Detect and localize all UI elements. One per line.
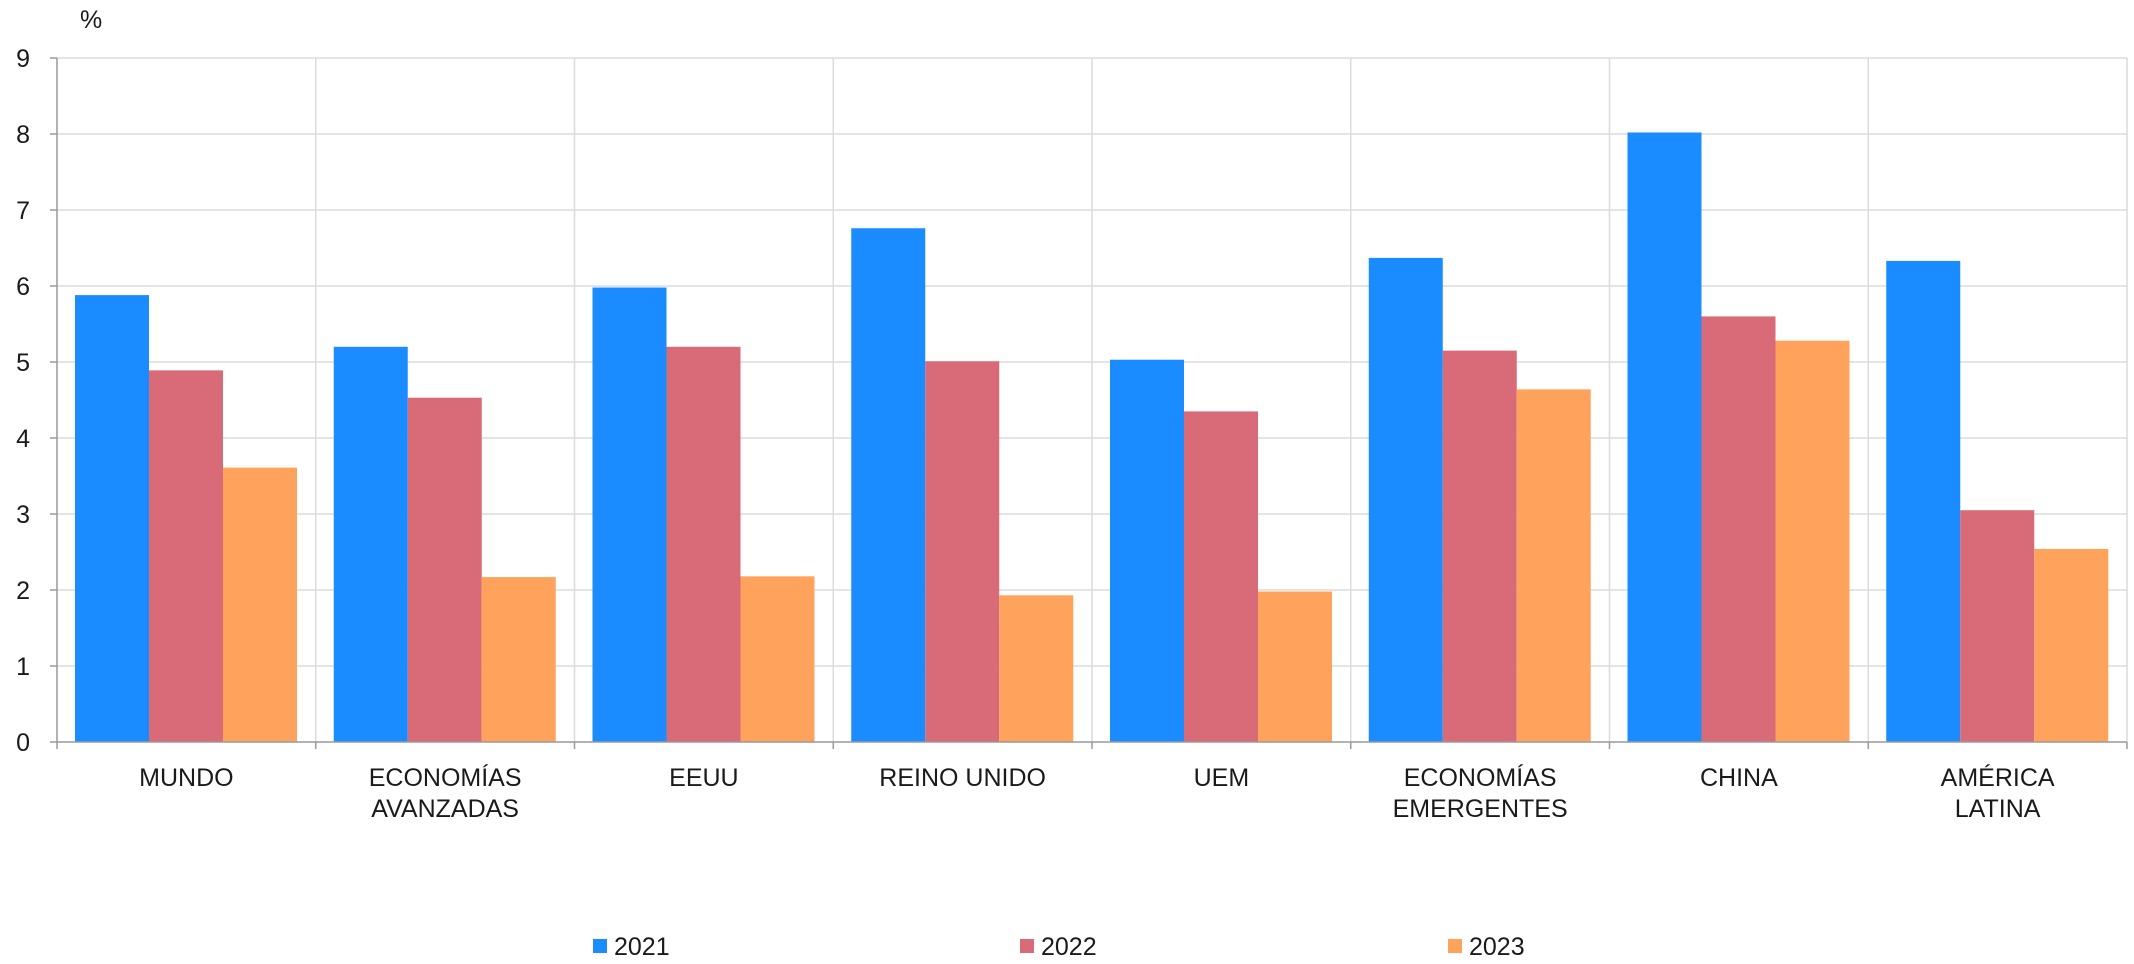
bar-2021-6	[1627, 132, 1702, 743]
bar-2022-0	[149, 370, 223, 742]
bar-2021-7	[1886, 260, 1961, 742]
bar-2023-5	[1516, 389, 1591, 742]
bar-2023-3	[999, 595, 1074, 742]
y-tick-label: 3	[16, 501, 30, 529]
x-tick-label-line: MUNDO	[139, 764, 233, 792]
y-tick-label: 7	[16, 197, 30, 225]
x-tick-label-line: AMÉRICA	[1941, 763, 2055, 792]
bar-2021-2	[592, 287, 667, 742]
x-tick-label-line: UEM	[1194, 764, 1250, 792]
bar-2022-4	[1184, 411, 1258, 742]
x-tick-label: CHINA	[1700, 764, 1778, 792]
x-tick-label: EEUU	[669, 764, 738, 792]
legend: 2021 2022 2023	[593, 933, 1525, 961]
x-tick-label: ECONOMÍAS EMERGENTES	[1393, 763, 1568, 823]
x-tick-label-line: LATINA	[1955, 795, 2041, 823]
x-tick-label-line: CHINA	[1700, 764, 1778, 792]
x-tick-label-line: EEUU	[669, 764, 738, 792]
legend-label-2021: 2021	[614, 933, 670, 959]
bar-2022-6	[1701, 316, 1776, 742]
x-tick-label: MUNDO	[139, 764, 233, 792]
bar-2023-1	[481, 577, 556, 742]
y-tick-label: 0	[16, 729, 30, 757]
y-tick-label: 8	[16, 121, 30, 149]
bars-layer	[75, 132, 2109, 743]
bar-2023-0	[223, 467, 297, 742]
bar-2022-7	[1960, 510, 2035, 742]
bar-2022-2	[666, 346, 741, 742]
x-tick-label-line: ECONOMÍAS	[1404, 763, 1557, 792]
bar-2022-5	[1442, 350, 1517, 742]
x-tick-label: AMÉRICA LATINA	[1941, 763, 2055, 823]
x-tick-label-line: ECONOMÍAS	[369, 763, 522, 792]
bar-2021-3	[851, 228, 926, 743]
y-tick-label: 2	[16, 577, 30, 605]
axis-layer: % 0 1 2 3 4 5 6 7 8 9	[16, 6, 2128, 757]
y-tick-label: 4	[16, 425, 30, 453]
y-tick-label: 9	[16, 45, 30, 73]
legend-label-2022: 2022	[1041, 933, 1097, 959]
y-tick-label: 1	[16, 653, 30, 681]
bar-2023-6	[1775, 340, 1850, 742]
x-tick-label-line: AVANZADAS	[371, 795, 519, 823]
x-tick-label-line: REINO UNIDO	[879, 764, 1046, 792]
bar-2021-5	[1368, 257, 1443, 742]
y-axis-unit-label: %	[80, 6, 102, 34]
bar-2023-2	[740, 576, 815, 742]
legend-swatch-2021	[593, 939, 607, 953]
x-tick-label: REINO UNIDO	[879, 764, 1046, 792]
bar-2021-1	[333, 346, 408, 742]
legend-label-2023: 2023	[1469, 933, 1525, 959]
bar-2023-4	[1258, 591, 1332, 742]
bar-2022-1	[407, 397, 482, 742]
x-tick-label-line: EMERGENTES	[1393, 795, 1568, 823]
x-tick-labels: MUNDO ECONOMÍAS AVANZADAS EEUU REINO UNIDO UE…	[139, 763, 2055, 823]
y-tick-label: 6	[16, 273, 30, 301]
bar-2021-4	[1110, 359, 1184, 742]
x-tick-label: UEM	[1194, 764, 1250, 792]
x-tick-label: ECONOMÍAS AVANZADAS	[369, 763, 522, 823]
y-tick-label: 5	[16, 349, 30, 377]
legend-swatch-2022	[1020, 939, 1034, 953]
bar-2022-3	[925, 361, 1000, 742]
bar-2021-0	[75, 295, 149, 742]
bar-2023-7	[2034, 548, 2109, 742]
legend-swatch-2023	[1448, 939, 1462, 953]
